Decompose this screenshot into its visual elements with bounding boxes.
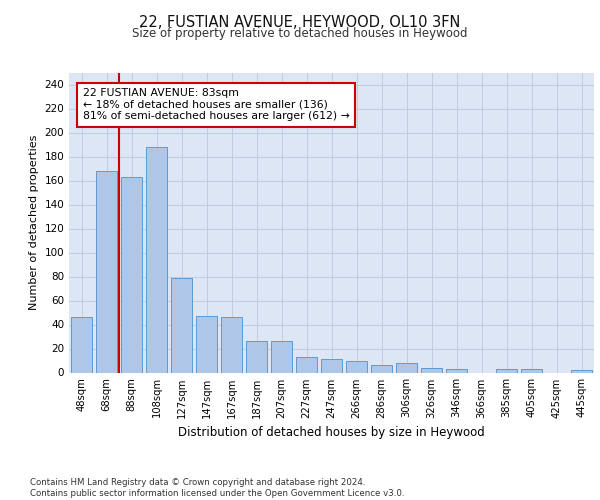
Bar bbox=[196, 316, 217, 372]
Bar bbox=[221, 318, 242, 372]
Bar bbox=[421, 368, 442, 372]
Y-axis label: Number of detached properties: Number of detached properties bbox=[29, 135, 39, 310]
Bar bbox=[571, 370, 592, 372]
X-axis label: Distribution of detached houses by size in Heywood: Distribution of detached houses by size … bbox=[178, 426, 485, 439]
Bar bbox=[271, 342, 292, 372]
Bar bbox=[171, 278, 192, 372]
Text: Contains HM Land Registry data © Crown copyright and database right 2024.
Contai: Contains HM Land Registry data © Crown c… bbox=[30, 478, 404, 498]
Bar bbox=[146, 147, 167, 372]
Bar bbox=[296, 357, 317, 372]
Bar bbox=[321, 360, 342, 372]
Bar bbox=[371, 366, 392, 372]
Text: 22 FUSTIAN AVENUE: 83sqm
← 18% of detached houses are smaller (136)
81% of semi-: 22 FUSTIAN AVENUE: 83sqm ← 18% of detach… bbox=[83, 88, 349, 122]
Text: 22, FUSTIAN AVENUE, HEYWOOD, OL10 3FN: 22, FUSTIAN AVENUE, HEYWOOD, OL10 3FN bbox=[139, 15, 461, 30]
Bar bbox=[396, 363, 417, 372]
Bar bbox=[521, 369, 542, 372]
Text: Size of property relative to detached houses in Heywood: Size of property relative to detached ho… bbox=[132, 28, 468, 40]
Bar bbox=[246, 342, 267, 372]
Bar bbox=[346, 360, 367, 372]
Bar bbox=[96, 171, 117, 372]
Bar bbox=[446, 369, 467, 372]
Bar bbox=[121, 177, 142, 372]
Bar bbox=[71, 318, 92, 372]
Bar bbox=[496, 369, 517, 372]
